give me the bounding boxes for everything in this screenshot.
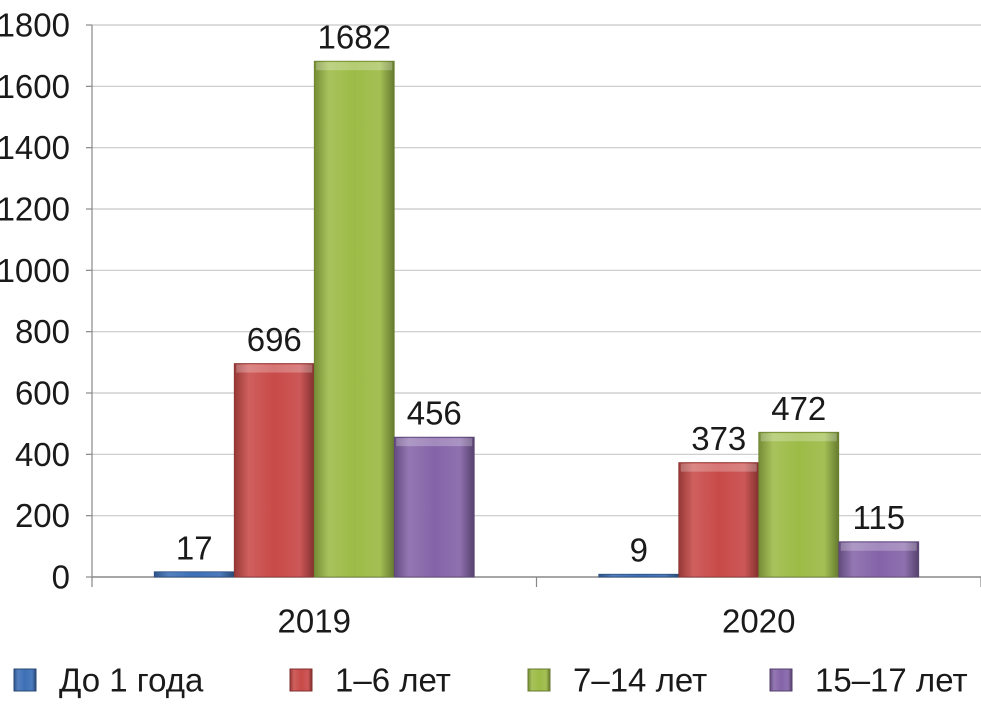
y-tick-label: 1400 — [0, 129, 70, 166]
bars — [153, 60, 920, 578]
bar-bevel — [840, 542, 917, 551]
y-tick-label: 1800 — [0, 7, 70, 44]
bar — [838, 541, 920, 578]
y-tick-label: 800 — [15, 313, 70, 350]
data-labels: 17 696 1682 456 9 373 472 115 — [176, 19, 905, 569]
x-category-label: 2020 — [722, 603, 795, 640]
bar — [233, 363, 315, 578]
bar — [598, 573, 680, 578]
y-tick-label: 1000 — [0, 252, 70, 289]
bar-bevel — [236, 364, 313, 373]
data-label: 115 — [852, 499, 905, 536]
data-label: 696 — [247, 321, 302, 358]
y-tick-label: 600 — [15, 375, 70, 412]
legend-label: 1–6 лет — [335, 662, 451, 699]
data-label: 456 — [407, 395, 462, 432]
bar — [153, 571, 235, 578]
data-label: 472 — [771, 390, 826, 427]
legend-swatch — [289, 668, 313, 692]
bar — [393, 436, 475, 578]
y-tick-label: 0 — [52, 559, 70, 596]
x-axis: 2019 2020 — [91, 577, 981, 640]
bar — [678, 462, 760, 578]
y-tick-label: 200 — [15, 497, 70, 534]
gridlines — [92, 24, 981, 578]
bar-bevel — [396, 438, 473, 447]
bar-bevel — [680, 463, 757, 472]
legend-label: До 1 года — [59, 662, 204, 699]
y-axis: 0 200 400 600 800 1000 1200 1400 1600 1800 — [0, 7, 93, 596]
data-label: 17 — [176, 529, 213, 566]
bar-bevel — [316, 62, 393, 71]
x-category-label: 2019 — [278, 603, 351, 640]
bar-bevel — [760, 433, 837, 442]
data-label: 1682 — [318, 19, 391, 56]
y-tick-label: 400 — [15, 436, 70, 473]
y-tick-label: 1600 — [0, 68, 70, 105]
legend-swatch — [769, 668, 793, 692]
legend-label: 15–17 лет — [815, 662, 968, 699]
legend-label: 7–14 лет — [573, 662, 707, 699]
legend: До 1 года 1–6 лет 7–14 лет 15–17 лет — [13, 662, 968, 699]
bar — [758, 431, 840, 578]
data-label: 373 — [691, 420, 746, 457]
data-label: 9 — [630, 532, 648, 569]
legend-swatch — [13, 668, 37, 692]
y-tick-label: 1200 — [0, 191, 70, 228]
legend-swatch — [527, 668, 551, 692]
bar — [313, 60, 395, 578]
